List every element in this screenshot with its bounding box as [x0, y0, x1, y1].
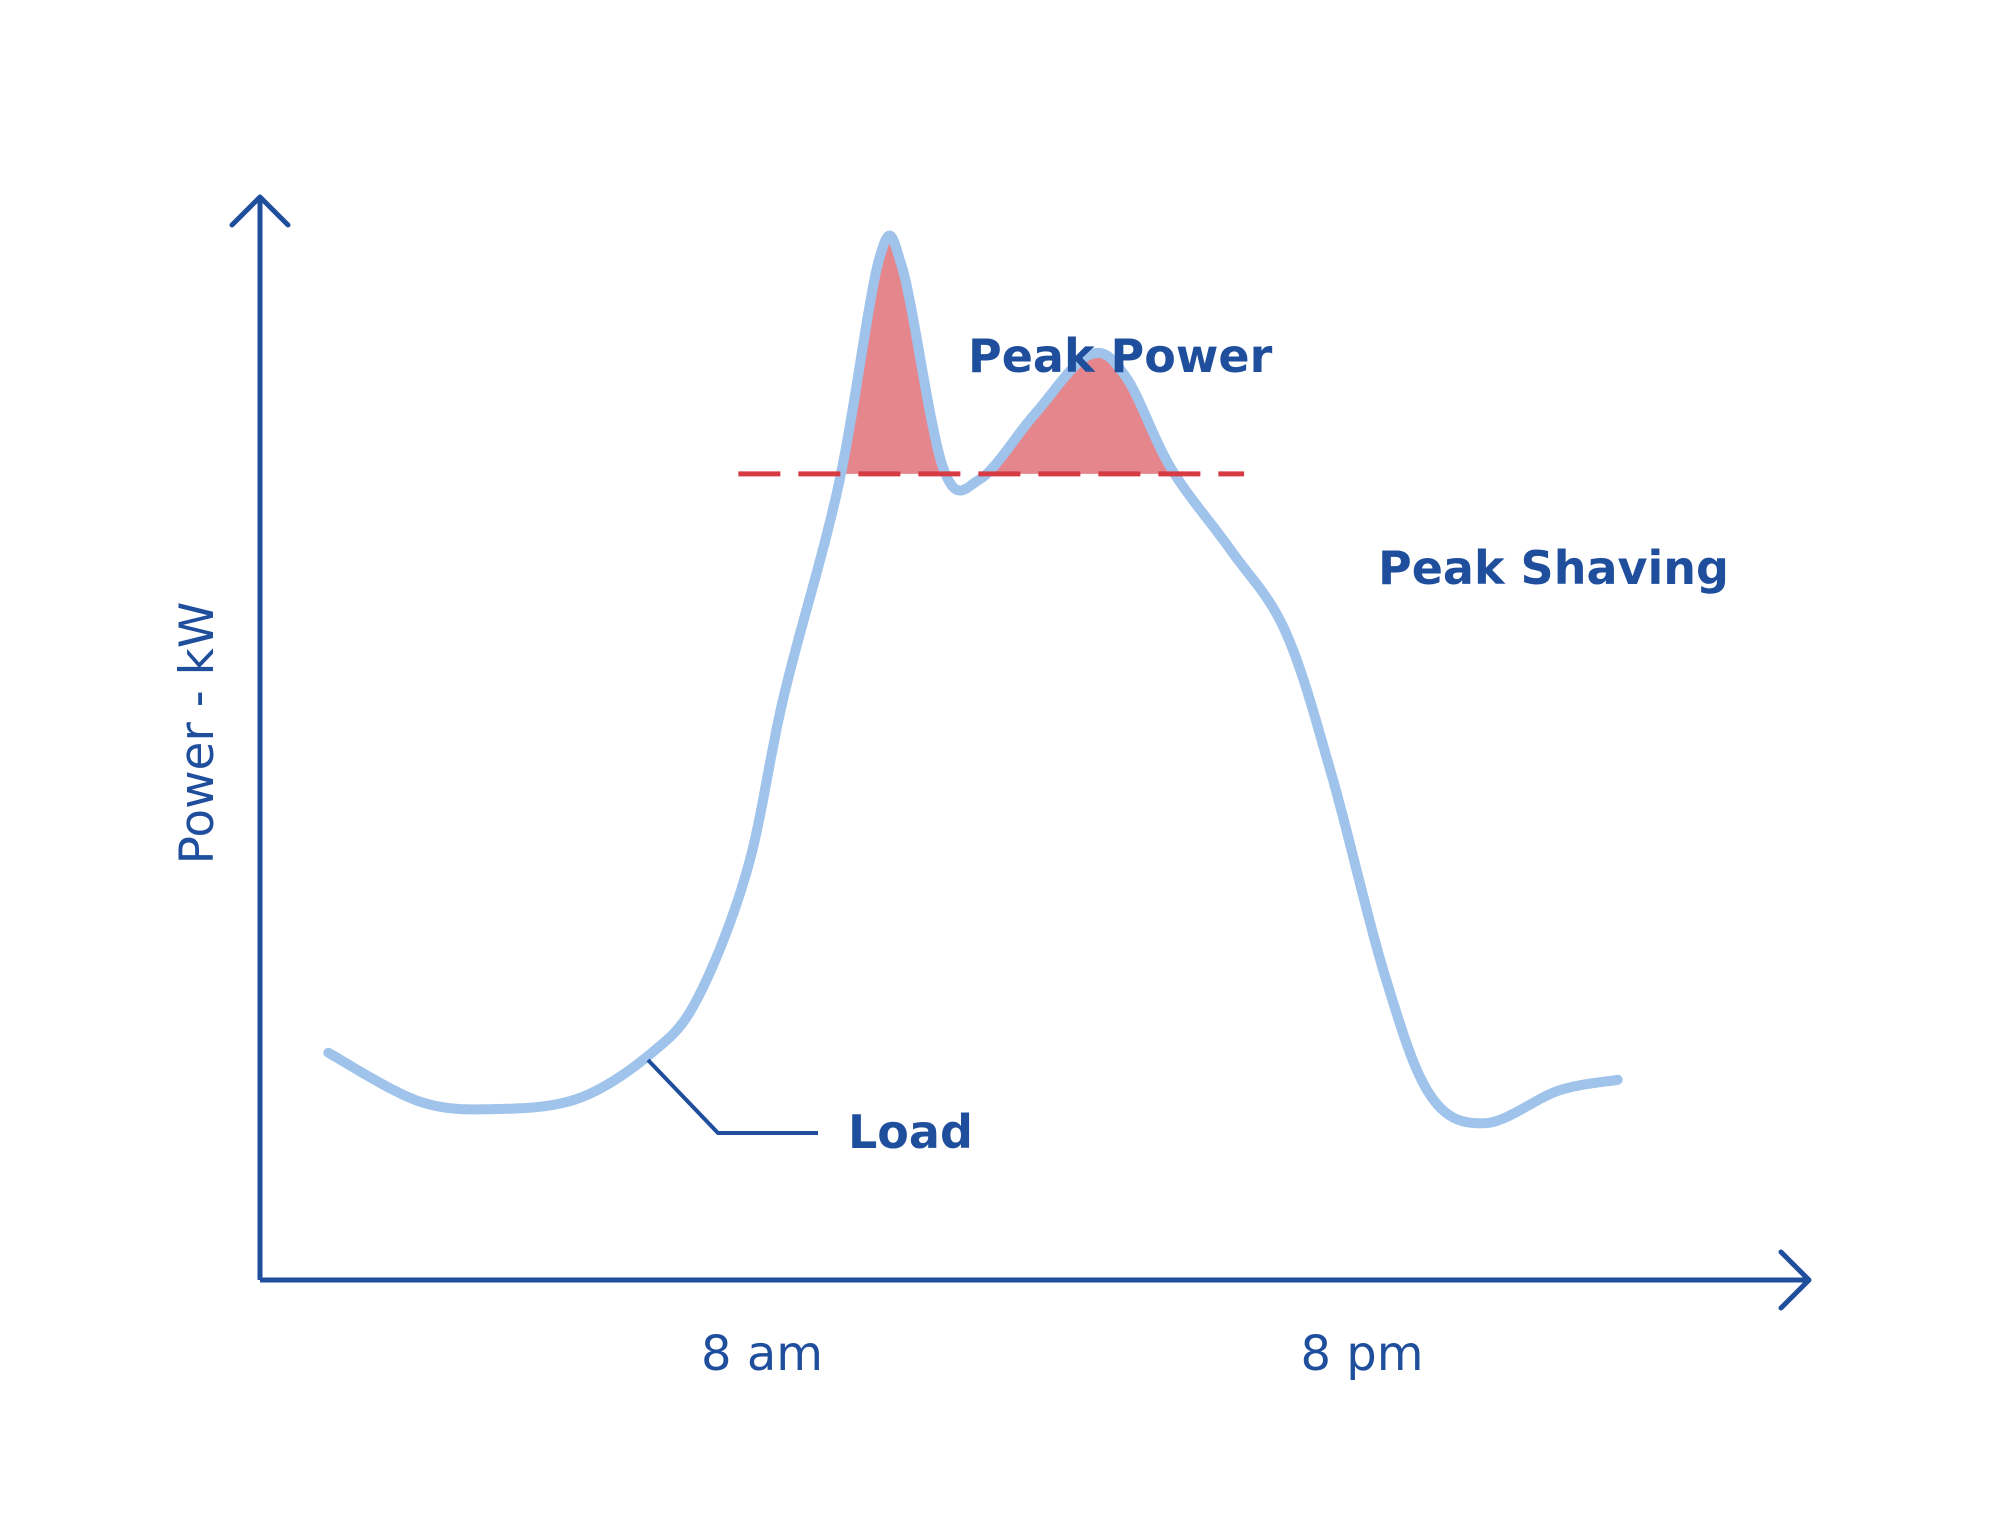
x-tick-label-8pm: 8 pm [1300, 1326, 1423, 1382]
peak-power-label: Peak Power [968, 329, 1273, 383]
peak-fill-area [841, 235, 1176, 474]
load-label: Load [848, 1105, 973, 1159]
x-axis [260, 1249, 1812, 1311]
load-leader-line [646, 1058, 818, 1135]
peak-fill [841, 235, 1176, 474]
y-axis-arrow-icon [229, 194, 291, 228]
load-curve [323, 230, 1623, 1129]
peak-shaving-label: Peak Shaving [1378, 541, 1729, 595]
x-tick-label-8am: 8 am [701, 1326, 823, 1382]
y-axis-label: Power - kW [170, 602, 225, 865]
x-axis-arrow-icon [1778, 1249, 1812, 1311]
y-axis [229, 194, 291, 1280]
